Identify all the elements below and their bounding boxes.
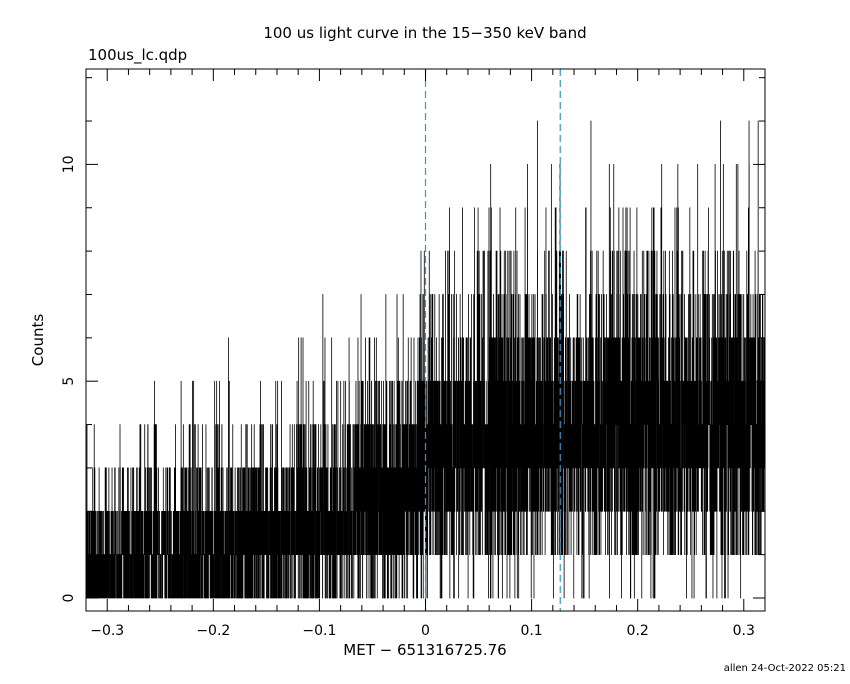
- chart-title: 100 us light curve in the 15−350 keV ban…: [263, 24, 586, 42]
- y-tick-label: 0: [61, 594, 77, 603]
- x-tick-label: 0: [421, 623, 430, 639]
- footer-stamp: allen 24-Oct-2022 05:21: [724, 663, 846, 674]
- x-axis-label: MET − 651316725.76: [343, 641, 506, 659]
- y-tick-label: 5: [61, 377, 77, 386]
- file-label: 100us_lc.qdp: [88, 46, 187, 65]
- light-curve-series: [85, 120, 766, 599]
- x-tick-label: 0.3: [733, 623, 755, 639]
- x-tick-label: 0.2: [627, 623, 649, 639]
- x-tick-label: −0.1: [302, 623, 336, 639]
- x-tick-label: −0.2: [196, 623, 230, 639]
- y-axis-label: Counts: [29, 314, 47, 367]
- series-layer: [85, 120, 766, 599]
- marker-layer: [424, 69, 561, 611]
- x-tick-label: 0.1: [520, 623, 542, 639]
- tick-layer: −0.3 −0.2 −0.1 0 0.1 0.2 0.3 0 5 10: [61, 69, 766, 639]
- x-tick-label: −0.3: [90, 623, 124, 639]
- y-tick-label: 10: [61, 155, 77, 173]
